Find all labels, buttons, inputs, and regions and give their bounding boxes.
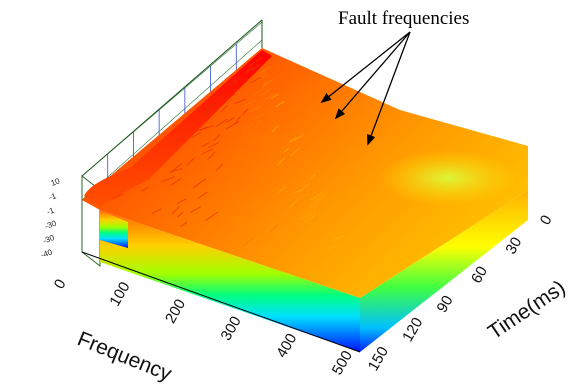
annotation-text: Fault frequencies [338, 8, 469, 29]
annotation-arrow [321, 31, 411, 103]
x-axis-label: Frequency [74, 327, 175, 386]
x-tick-label: 500 [329, 348, 356, 378]
surface-ridge [84, 50, 272, 206]
x-tick-label: 100 [106, 279, 133, 309]
annotation-arrowhead [334, 108, 346, 120]
x-tick-label: 200 [162, 296, 189, 326]
annotation-arrow [367, 31, 411, 145]
y-tick-label: 150 [365, 344, 392, 374]
z-tick-label: -1 [46, 206, 56, 217]
surface-left-side [100, 210, 128, 248]
z-tick-label: -1 [48, 191, 58, 202]
surface-top [82, 48, 528, 298]
annotation-arrow [335, 31, 411, 119]
x-tick-label: 300 [218, 313, 245, 343]
z-tick-label: -30 [42, 233, 56, 246]
y-tick-label: 30 [502, 234, 525, 257]
surface-right-side [360, 190, 528, 352]
annotation-arrowhead [320, 93, 332, 104]
y-tick-label: 90 [434, 293, 457, 316]
annotation-arrowhead [367, 134, 376, 146]
y-tick-label: 0 [537, 212, 556, 228]
z-tick-labels: 10-1-1-30-30-40 [40, 176, 62, 260]
y-tick-label: 120 [399, 315, 426, 345]
y-tick-label: 60 [468, 263, 491, 286]
annotation-arrows [320, 31, 411, 146]
y-axis-label: Time(ms) [484, 276, 568, 344]
x-tick-label: 0 [51, 276, 70, 292]
surface-texture [111, 56, 346, 266]
z-tick-label: 10 [50, 176, 62, 188]
z-tick-label: -40 [40, 247, 54, 260]
surface-front-side [100, 210, 360, 352]
x-tick-label: 400 [273, 331, 300, 361]
z-tick-label: -30 [44, 218, 58, 231]
